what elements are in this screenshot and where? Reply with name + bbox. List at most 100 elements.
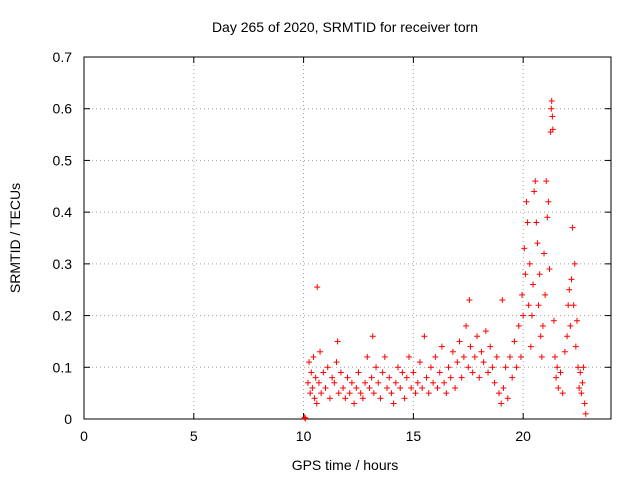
data-point [392, 379, 399, 386]
data-point [476, 374, 483, 381]
data-point [441, 379, 448, 386]
data-point [570, 302, 577, 309]
data-point [530, 281, 537, 288]
x-axis-label: GPS time / hours [292, 457, 399, 473]
data-point [555, 384, 562, 391]
data-point [399, 369, 406, 376]
data-point [553, 374, 560, 381]
data-point [369, 333, 376, 340]
data-point [401, 395, 408, 402]
data-point [322, 384, 329, 391]
data-point [375, 379, 382, 386]
data-point [414, 379, 421, 386]
data-point [536, 271, 543, 278]
data-point [403, 374, 410, 381]
grid-lines [84, 57, 611, 419]
data-point [302, 415, 309, 422]
data-point [569, 224, 576, 231]
data-point [324, 364, 331, 371]
data-point [355, 369, 362, 376]
data-point [353, 384, 360, 391]
data-point [469, 369, 476, 376]
data-point [542, 291, 549, 298]
data-point [523, 198, 530, 205]
data-point [561, 348, 568, 355]
data-point [326, 395, 333, 402]
data-point [306, 359, 313, 366]
data-point [565, 302, 572, 309]
data-point [337, 369, 344, 376]
data-point [410, 369, 417, 376]
data-point [577, 369, 584, 376]
data-point [346, 390, 353, 397]
data-point [386, 374, 393, 381]
data-point [524, 219, 531, 226]
data-point [499, 297, 506, 304]
data-point [566, 286, 573, 293]
data-point [419, 384, 426, 391]
data-point [449, 348, 456, 355]
x-tick-label: 15 [406, 428, 422, 444]
data-point [493, 353, 500, 360]
data-point [443, 390, 450, 397]
data-point [534, 240, 541, 247]
data-point [312, 374, 319, 381]
data-point [498, 400, 505, 407]
data-point [537, 333, 544, 340]
data-point [408, 384, 415, 391]
data-point [331, 379, 338, 386]
data-point [573, 317, 580, 324]
data-point [434, 384, 441, 391]
data-point [456, 338, 463, 345]
data-point [351, 400, 358, 407]
data-points [301, 97, 589, 422]
data-point [480, 359, 487, 366]
data-point [405, 353, 412, 360]
data-point [538, 353, 545, 360]
data-point [543, 178, 550, 185]
data-point [504, 395, 511, 402]
data-point [580, 364, 587, 371]
y-tick-label: 0.6 [53, 101, 73, 117]
data-point [535, 302, 542, 309]
data-point [549, 126, 556, 133]
data-point [520, 312, 527, 319]
data-point [467, 343, 474, 350]
data-point [576, 384, 583, 391]
data-point [301, 414, 308, 421]
data-point [509, 374, 516, 381]
data-point [575, 364, 582, 371]
data-point [564, 333, 571, 340]
data-point [478, 348, 485, 355]
data-point [362, 379, 369, 386]
data-point [311, 395, 318, 402]
data-point [489, 364, 496, 371]
data-point [381, 353, 388, 360]
data-point [432, 353, 439, 360]
data-point [430, 379, 437, 386]
data-point [482, 328, 489, 335]
data-point [571, 260, 578, 267]
data-point [340, 384, 347, 391]
data-point [525, 302, 532, 309]
data-point [384, 384, 391, 391]
x-tick-label: 20 [515, 428, 531, 444]
data-point [348, 379, 355, 386]
data-point [333, 359, 340, 366]
data-point [533, 219, 540, 226]
data-point [310, 353, 317, 360]
data-point [320, 369, 327, 376]
data-point [545, 198, 552, 205]
data-point [423, 374, 430, 381]
data-point [582, 410, 589, 417]
data-point [578, 390, 585, 397]
data-point [581, 400, 588, 407]
data-point [388, 390, 395, 397]
axis-ticks: 0 5 10 15 20 0 0.1 0.2 0.3 0.4 0.5 0.6 0.7 [53, 49, 611, 444]
data-point [521, 245, 528, 252]
data-point [485, 369, 492, 376]
data-point [491, 379, 498, 386]
data-point [517, 353, 524, 360]
data-point [463, 322, 470, 329]
data-point [309, 384, 316, 391]
